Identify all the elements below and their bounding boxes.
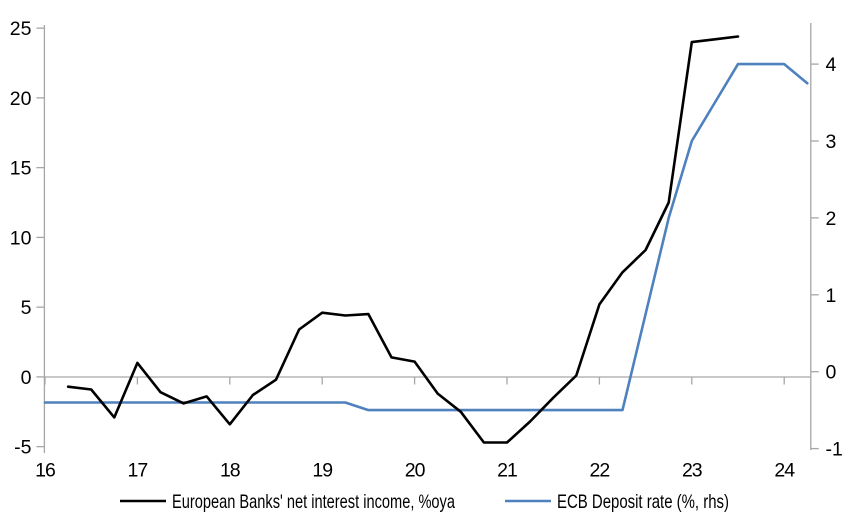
right-axis-tick-label: 4 bbox=[826, 54, 837, 76]
x-axis-tick-label: 16 bbox=[35, 460, 55, 482]
left-axis-tick-label: 5 bbox=[21, 297, 32, 319]
right-axis-tick-label: 2 bbox=[826, 208, 837, 230]
left-axis-tick-label: 25 bbox=[10, 18, 32, 40]
x-axis-tick-label: 17 bbox=[128, 460, 148, 482]
x-axis-tick-label: 21 bbox=[497, 460, 517, 482]
left-axis-tick-label: 0 bbox=[21, 367, 32, 389]
x-axis-tick-label: 19 bbox=[312, 460, 332, 482]
x-axis-tick-label: 20 bbox=[405, 460, 426, 482]
x-axis-tick-label: 24 bbox=[774, 460, 795, 482]
left-axis-tick-label: 20 bbox=[10, 88, 32, 110]
plot-area bbox=[43, 35, 809, 444]
series-line-ecb-deposit-rate bbox=[43, 62, 809, 412]
left-axis-tick-label: 10 bbox=[10, 227, 32, 249]
x-axis-tick-label: 23 bbox=[682, 460, 702, 482]
series-line-net-interest-income bbox=[66, 35, 740, 444]
legend: European Banks' net interest income, %oy… bbox=[120, 491, 729, 513]
legend-label-ecb-deposit-rate: ECB Deposit rate (%, rhs) bbox=[557, 491, 729, 513]
left-axis-tick-label: 15 bbox=[10, 158, 32, 180]
x-axis-tick-label: 18 bbox=[220, 460, 240, 482]
left-axis-tick-label: -5 bbox=[14, 437, 31, 459]
right-axis-tick-label: 0 bbox=[826, 362, 837, 384]
x-axis-tick-label: 22 bbox=[590, 460, 610, 482]
right-axis-tick-label: -1 bbox=[826, 439, 843, 461]
right-axis-tick-label: 1 bbox=[826, 285, 837, 307]
legend-label-net-interest-income: European Banks' net interest income, %oy… bbox=[172, 491, 455, 513]
right-axis-tick-label: 3 bbox=[826, 131, 837, 153]
